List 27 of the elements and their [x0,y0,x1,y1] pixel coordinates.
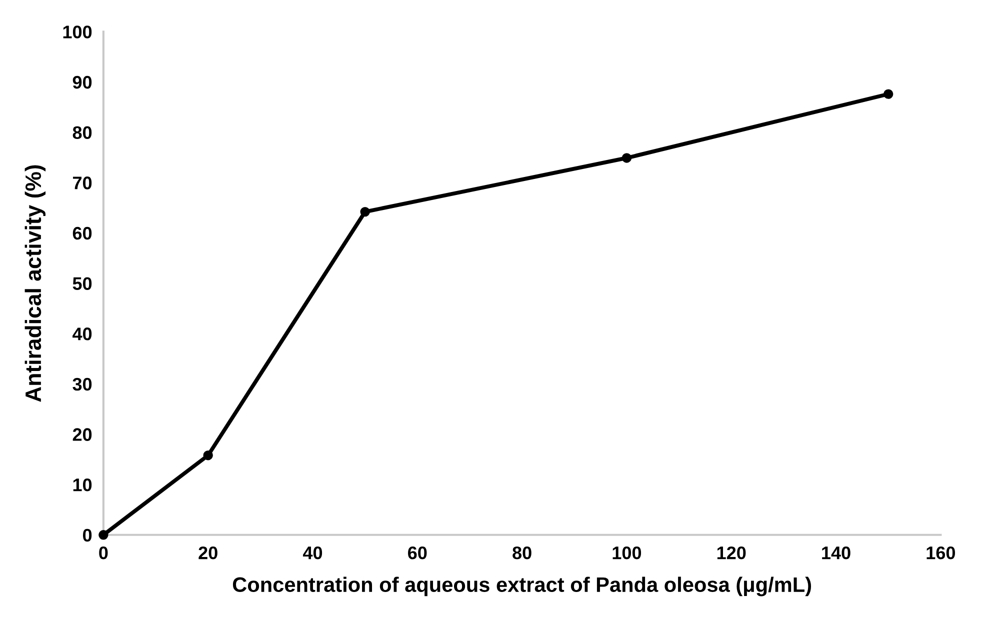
x-tick-label: 140 [822,546,850,560]
y-tick-label: 80 [72,126,92,140]
y-tick-label: 10 [73,478,92,492]
x-tick-label: 120 [717,546,746,560]
y-tick-label: 70 [73,176,92,190]
x-tick-label: 60 [408,546,427,560]
y-tick-label: 100 [63,26,92,38]
x-axis-title: Concentration of aqueous extract of Panda oleosa (μg/mL) [232,576,812,596]
x-tick-label: 80 [512,546,532,560]
y-tick-label: 40 [72,328,92,340]
x-tick-label: 20 [198,546,218,560]
x-tick-label: 160 [926,546,955,560]
y-tick-label: 0 [82,528,92,542]
y-tick-label: 90 [72,76,92,89]
x-tick-label: 40 [302,546,322,560]
y-axis-title: Antiradical activity (%) [24,165,46,402]
point [98,530,108,540]
x-tick-label: 100 [612,546,642,560]
point [883,89,894,99]
y-tick-label: 30 [72,378,92,391]
point [203,450,213,460]
point [360,206,370,217]
y-tick-label: 60 [72,226,92,240]
x-tick-label: 0 [99,546,108,560]
point [622,153,632,163]
y-tick-label: 20 [72,428,92,441]
y-tick-label: 50 [72,277,92,290]
